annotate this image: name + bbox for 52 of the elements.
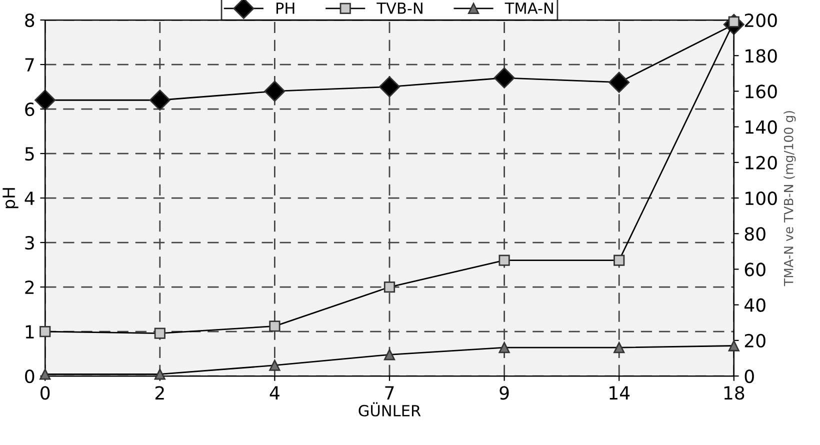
x-tick-label: 14 [610,386,630,400]
y2-tick-label: 0 [744,369,754,384]
point [149,90,170,111]
legend-label: PH [276,2,294,14]
point [40,368,51,380]
y-tick-label: 5 [25,147,34,161]
point [154,328,166,339]
y-tick-label: 1 [26,325,34,338]
point [378,76,400,98]
x-tick-label: 2 [155,386,164,400]
point [384,281,396,293]
y-tick-label: 6 [25,102,34,116]
y2-tick-label: 60 [744,262,766,276]
y2-tick-label: 20 [744,334,766,348]
point [498,342,510,354]
point [608,72,630,93]
point [269,360,280,371]
y2-tick-label: 200 [744,13,777,28]
x-tick-label: 18 [724,386,744,400]
point [264,80,286,102]
y-tick-label: 0 [25,369,34,384]
point [614,342,625,354]
point [384,349,396,360]
point [269,320,280,332]
x-tick-label: 9 [500,386,509,400]
x-tick-label: 7 [385,386,394,400]
y2-tick-label: 120 [746,156,777,170]
point [494,67,515,88]
y2-tick-label: 180 [746,49,777,63]
y2-axis-title: TMA-N ve TVB-N (mg/100 g) [784,111,796,286]
y-tick-label: 7 [25,58,34,72]
y2-tick-label: 160 [746,84,777,98]
y2-tick-label: 40 [744,298,766,312]
point [40,326,51,338]
point [498,254,510,266]
x-tick-label: 0 [40,386,50,400]
y2-tick-label: 140 [746,120,777,134]
y2-tick-label: 80 [744,227,766,241]
point [614,254,625,266]
x-tick-label: 4 [270,386,280,400]
point [728,340,740,352]
point [34,90,56,111]
legend-label: TMA-N [504,2,553,14]
y-axis-title: pH [2,188,18,208]
legend-label: TVB-N [376,2,422,14]
y-tick-label: 8 [25,13,34,28]
x-axis-title: GÜNLER [358,402,421,416]
y-tick-label: 3 [25,236,34,250]
y-tick-label: 4 [24,192,34,205]
y2-tick-label: 100 [746,191,777,206]
y-tick-label: 2 [25,280,34,294]
point [154,368,166,380]
